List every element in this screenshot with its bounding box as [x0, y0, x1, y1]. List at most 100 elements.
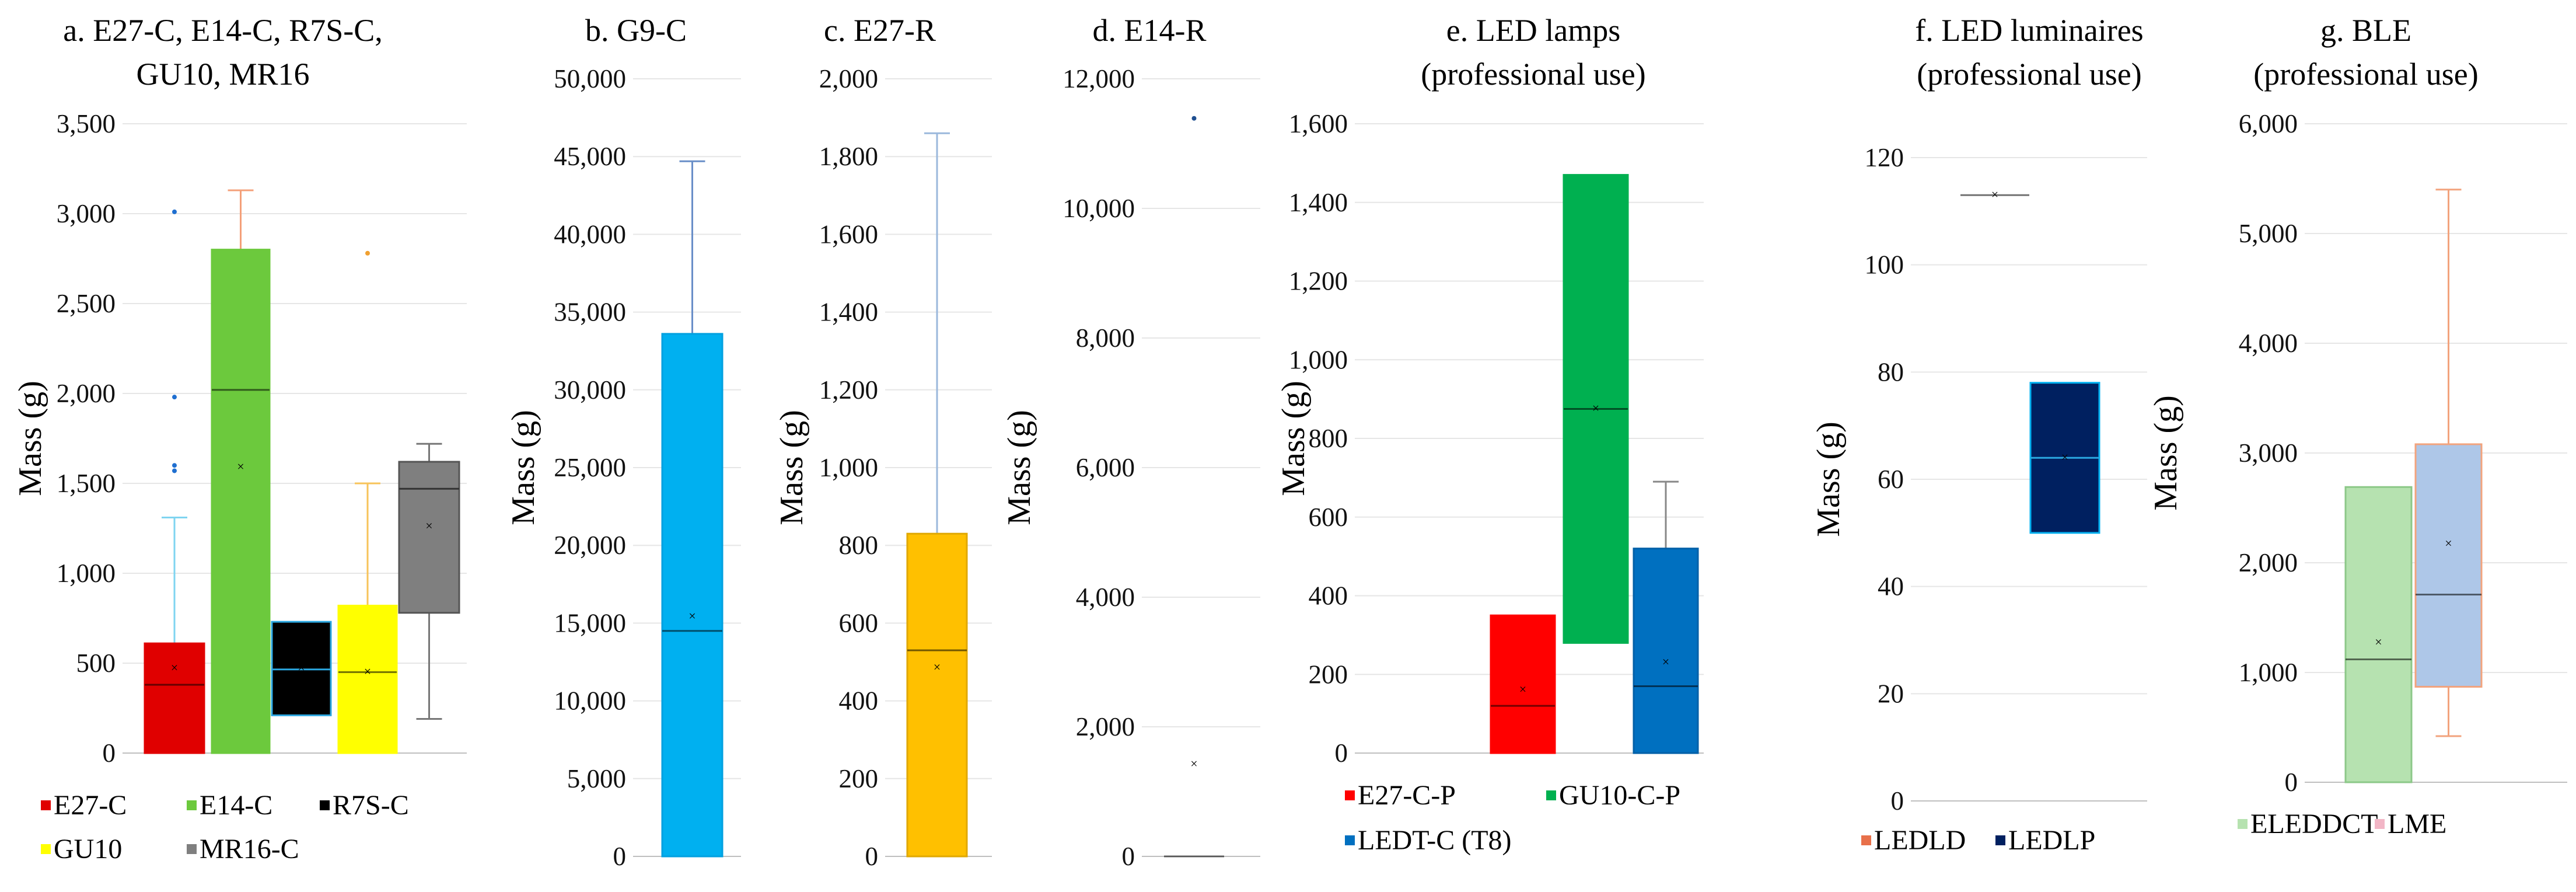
- box-r7s-c: ×: [271, 621, 332, 716]
- y-tick-label: 1,000: [1289, 345, 1348, 374]
- y-tick-label: 1,200: [1289, 267, 1348, 296]
- legend-marker: [41, 800, 51, 810]
- box-g9-c: ×: [661, 160, 723, 858]
- y-tick-label: 0: [865, 842, 879, 871]
- legend-label: LEDLP: [2008, 825, 2095, 856]
- y-tick-label: 5,000: [2239, 219, 2298, 248]
- box-iqr: [2414, 443, 2483, 688]
- legend-marker: [320, 800, 330, 810]
- y-axis-label: Mass (g): [1810, 421, 1847, 537]
- y-tick-label: 20,000: [554, 531, 626, 560]
- y-tick-label: 1,200: [819, 375, 878, 405]
- y-tick-label: 120: [1865, 143, 1904, 172]
- y-tick-label: 800: [839, 531, 879, 560]
- y-axis-label: Mass (g): [12, 381, 48, 496]
- chart-panel-f: f. LED luminaires (professional use) 0 20 40…: [1810, 13, 2147, 856]
- box-iqr: [398, 461, 460, 614]
- y-tick-label: 1,000: [2239, 658, 2298, 687]
- box-iqr: [661, 333, 723, 858]
- y-tick-label: 4,000: [2239, 329, 2298, 358]
- legend-label: ELEDDCT: [2250, 809, 2378, 839]
- y-axis-label: Mass (g): [2148, 395, 2184, 511]
- mean-marker: ×: [425, 518, 432, 533]
- chart-title: (professional use): [2253, 57, 2478, 92]
- y-tick-label: 600: [839, 608, 879, 637]
- y-axis-label: Mass (g): [505, 410, 541, 525]
- y-tick-label: 100: [1865, 250, 1904, 280]
- y-tick-label: 1,600: [1289, 109, 1348, 138]
- y-tick-label: 800: [1309, 424, 1348, 453]
- chart-title: a. E27-C, E14-C, R7S-C,: [63, 13, 383, 48]
- mean-marker: ×: [2061, 450, 2068, 464]
- outlier-point: [172, 395, 177, 400]
- legend-marker: [1345, 835, 1355, 845]
- mean-marker: ×: [2375, 635, 2382, 649]
- chart-title: b. G9-C: [585, 13, 687, 48]
- mean-marker: ×: [1662, 654, 1669, 669]
- legend-label: LEDT-C (T8): [1358, 825, 1512, 856]
- y-tick-label: 0: [103, 738, 116, 768]
- y-tick-label: 12,000: [1062, 64, 1135, 93]
- mean-marker: ×: [1519, 682, 1526, 696]
- y-tick-label: 6,000: [2239, 109, 2298, 138]
- y-tick-label: 200: [839, 764, 879, 793]
- y-tick-label: 60: [1878, 465, 1904, 494]
- box-iqr: [211, 249, 271, 754]
- box-ledld: ×: [1960, 187, 2029, 201]
- y-axis-label: Mass (g): [1001, 410, 1037, 525]
- y-tick-label: 1,400: [1289, 188, 1348, 217]
- legend-label: LEDLD: [1874, 825, 1966, 856]
- legend-label: GU10-C-P: [1559, 780, 1680, 811]
- y-tick-label: 3,500: [57, 109, 116, 138]
- chart-title: (professional use): [1917, 57, 2141, 92]
- mean-marker: ×: [364, 664, 371, 678]
- y-tick-label: 1,600: [819, 219, 878, 249]
- outlier-point: [1191, 116, 1197, 121]
- legend-marker: [187, 800, 197, 810]
- chart-title: c. E27-R: [824, 13, 936, 48]
- chart-panel-g: g. BLE (professional use) 0 1,000 2,000 3,000…: [2148, 13, 2567, 839]
- legend-label: E14-C: [200, 790, 272, 821]
- chart-panel-e: e. LED lamps (professional use) 0 200 400 600…: [1275, 13, 1704, 856]
- y-tick-label: 5,000: [567, 764, 626, 793]
- y-tick-label: 30,000: [554, 375, 626, 405]
- y-axis-label: Mass (g): [774, 410, 810, 525]
- box-ledlp: ×: [2029, 382, 2100, 534]
- mean-marker: ×: [298, 660, 305, 675]
- y-tick-label: 1,800: [819, 142, 878, 171]
- chart-title: (professional use): [1421, 57, 1645, 92]
- box-e27-c: ×: [144, 209, 205, 754]
- legend-label: R7S-C: [333, 790, 409, 821]
- y-tick-label: 2,000: [2239, 548, 2298, 577]
- box-e14-c: ×: [211, 189, 271, 754]
- legend-label: GU10: [54, 834, 122, 865]
- legend-marker: [2238, 819, 2248, 829]
- y-tick-label: 2,000: [1076, 712, 1135, 741]
- chart-panel-a: a. E27-C, E14-C, R7S-C, GU10, MR16 0 500 1,0…: [12, 13, 467, 865]
- y-tick-label: 3,000: [2239, 438, 2298, 468]
- y-tick-label: 40,000: [554, 219, 626, 249]
- box-ledt-c-t8-: ×: [1633, 480, 1699, 754]
- box-iqr: [906, 532, 968, 858]
- box-iqr: [271, 621, 332, 716]
- y-tick-label: 1,000: [819, 453, 878, 482]
- y-tick-label: 1,400: [819, 298, 878, 327]
- chart-panel-b: b. G9-C 0 5,000 10,000 15,000 20,000 25,000 30,…: [505, 13, 741, 871]
- y-tick-label: 4,000: [1076, 583, 1135, 612]
- box-gu10: ×: [337, 250, 398, 754]
- y-tick-label: 1,000: [57, 559, 116, 588]
- y-tick-label: 6,000: [1076, 453, 1135, 482]
- legend-marker: [2375, 819, 2385, 829]
- mean-marker: ×: [1190, 756, 1197, 771]
- chart-title: GU10, MR16: [136, 57, 309, 92]
- mean-marker: ×: [2445, 536, 2452, 550]
- mean-marker: ×: [688, 609, 695, 623]
- legend-marker: [1546, 790, 1556, 800]
- outlier-point: [172, 468, 177, 473]
- y-tick-label: 1,500: [57, 469, 116, 498]
- outlier-point: [172, 463, 177, 468]
- y-tick-label: 2,000: [57, 379, 116, 408]
- chart-title: d. E14-R: [1093, 13, 1207, 48]
- box-iqr: [337, 604, 398, 754]
- y-tick-label: 10,000: [1062, 194, 1135, 223]
